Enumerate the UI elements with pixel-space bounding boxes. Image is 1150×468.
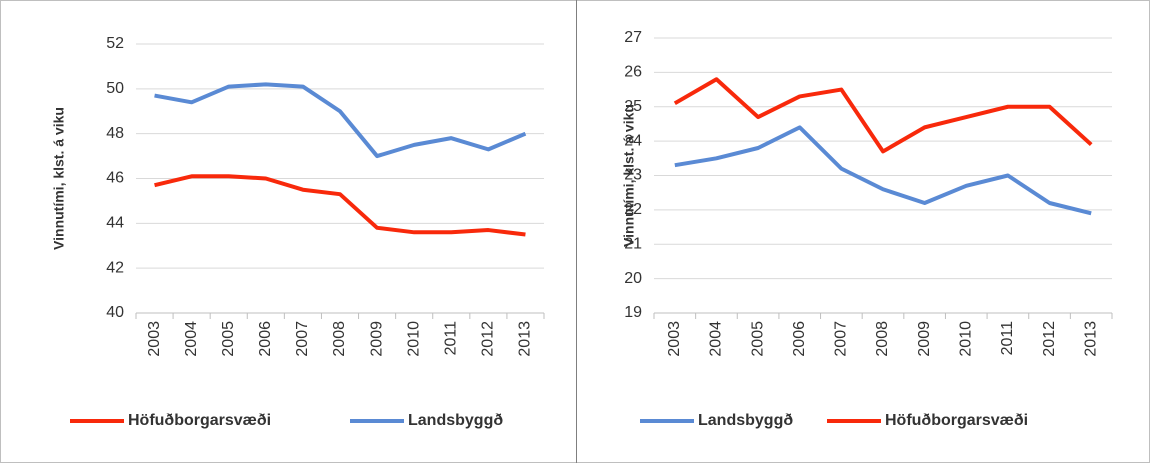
legend-label: Landsbyggð <box>408 412 503 429</box>
x-tick-label: 2012 <box>480 321 497 357</box>
y-axis-label: Vinnutími, klst. á viku <box>51 107 67 250</box>
legend-label: Höfuðborgarsvæði <box>128 412 271 429</box>
x-tick-label: 2011 <box>442 321 459 356</box>
x-tick-label: 2006 <box>257 321 274 357</box>
y-tick-label: 23 <box>624 167 642 184</box>
y-tick-label: 44 <box>106 215 124 232</box>
x-tick-label: 2007 <box>833 321 850 357</box>
y-tick-label: 50 <box>106 80 124 97</box>
x-tick-label: 2004 <box>708 321 725 357</box>
series-line <box>673 77 1093 154</box>
y-tick-label: 40 <box>106 304 124 321</box>
x-tick-label: 2005 <box>749 321 766 357</box>
x-tick-label: 2006 <box>791 321 808 357</box>
x-tick-label: 2003 <box>146 321 163 357</box>
y-axis-label: Vinnutími, klst. á viku <box>621 104 637 247</box>
x-tick-label: 2010 <box>405 321 422 357</box>
x-tick-label: 2007 <box>294 321 311 357</box>
series-line <box>154 174 526 237</box>
x-tick-label: 2013 <box>1082 321 1099 357</box>
x-tick-label: 2010 <box>957 321 974 357</box>
series-line <box>154 82 527 159</box>
x-tick-label: 2008 <box>874 321 891 357</box>
y-tick-label: 21 <box>624 235 642 252</box>
x-tick-label: 2005 <box>220 321 237 357</box>
y-tick-label: 22 <box>624 201 642 218</box>
series-line <box>674 125 1092 216</box>
y-tick-label: 26 <box>624 64 642 81</box>
x-tick-label: 2004 <box>183 321 200 357</box>
y-tick-label: 52 <box>106 35 124 52</box>
y-tick-label: 19 <box>624 304 642 321</box>
x-tick-label: 2009 <box>368 321 385 357</box>
y-tick-label: 24 <box>624 132 642 149</box>
y-tick-label: 20 <box>624 270 642 287</box>
y-tick-label: 27 <box>624 29 642 46</box>
y-tick-label: 48 <box>106 125 124 142</box>
x-tick-label: 2013 <box>517 321 534 357</box>
x-tick-label: 2008 <box>331 321 348 357</box>
legend-label: Höfuðborgarsvæði <box>885 412 1028 429</box>
x-tick-label: 2012 <box>1041 321 1058 357</box>
x-tick-label: 2009 <box>916 321 933 357</box>
x-tick-label: 2003 <box>666 321 683 357</box>
y-tick-label: 25 <box>624 98 642 115</box>
y-tick-label: 46 <box>106 170 124 187</box>
legend-label: Landsbyggð <box>698 412 793 429</box>
x-tick-label: 2011 <box>999 321 1016 356</box>
y-tick-label: 42 <box>106 259 124 276</box>
